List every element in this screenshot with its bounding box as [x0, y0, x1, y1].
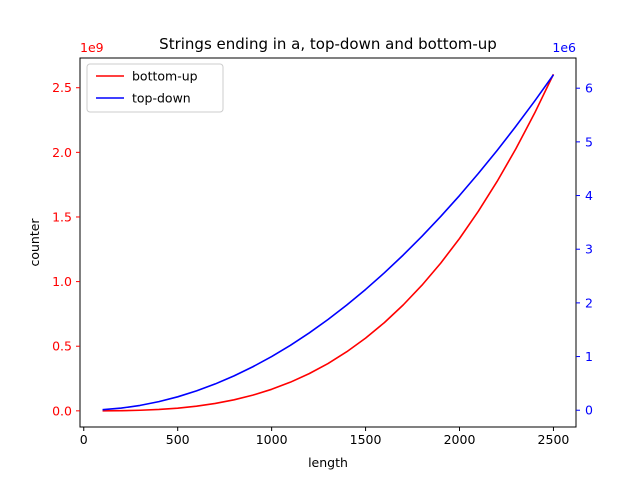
legend-label-top-down: top-down — [132, 91, 191, 106]
x-tick-label: 2000 — [444, 432, 476, 447]
right-y-tick-label: 0 — [585, 403, 593, 418]
series-line-top-down — [102, 74, 555, 411]
plot-area — [80, 58, 576, 427]
x-tick-label: 1500 — [350, 432, 382, 447]
x-tick-label: 0 — [80, 432, 88, 447]
y-axis-title: counter — [27, 218, 42, 267]
legend-label-bottom-up: bottom-up — [132, 69, 198, 84]
right-axis-offset-label: 1e6 — [552, 40, 576, 55]
x-tick-label: 2500 — [538, 432, 570, 447]
left-axis-offset-label: 1e9 — [80, 40, 104, 55]
axes-layer: 0 500 1000 1500 2000 2500 0.0 0.5 1.0 1.5 2.0 2.5 0 1… — [52, 57, 593, 447]
left-y-tick-label: 0.5 — [52, 339, 72, 354]
chart-title: Strings ending in a, top-down and bottom… — [159, 35, 497, 53]
x-axis-title: length — [308, 455, 348, 470]
right-y-tick-label: 3 — [585, 242, 593, 257]
series-layer — [102, 73, 555, 412]
right-y-tick-label: 2 — [585, 295, 593, 310]
right-y-tick-label: 4 — [585, 188, 593, 203]
axes-frame — [79, 57, 577, 428]
left-y-tick-label: 2.0 — [52, 145, 72, 160]
right-y-tick-label: 1 — [585, 349, 593, 364]
x-tick-label: 1000 — [256, 432, 288, 447]
left-y-tick-label: 1.5 — [52, 209, 72, 224]
series-line-bottom-up — [102, 73, 555, 412]
legend: bottom-up top-down — [86, 63, 224, 113]
left-y-tick-label: 2.5 — [52, 80, 72, 95]
x-tick-label: 500 — [166, 432, 190, 447]
right-y-tick-label: 6 — [585, 81, 593, 96]
right-y-tick-label: 5 — [585, 134, 593, 149]
left-y-tick-label: 1.0 — [52, 274, 72, 289]
left-y-tick-label: 0.0 — [52, 403, 72, 418]
